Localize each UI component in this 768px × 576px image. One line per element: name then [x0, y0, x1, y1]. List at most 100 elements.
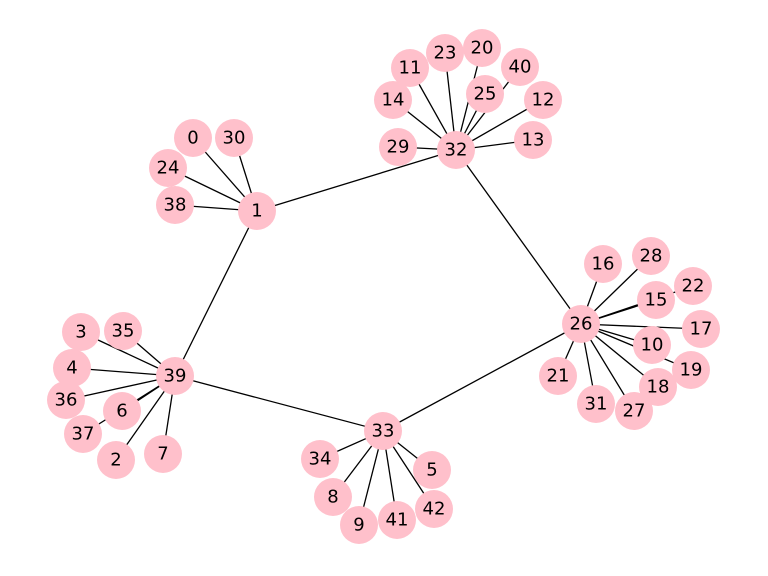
- node-34: 34: [301, 440, 339, 478]
- node-35: 35: [104, 312, 142, 350]
- node-circle: [615, 392, 653, 430]
- node-label: 29: [387, 137, 410, 158]
- node-circle: [174, 119, 212, 157]
- node-label: 1: [251, 201, 262, 222]
- node-25: 25: [466, 75, 504, 113]
- node-label: 13: [522, 130, 545, 151]
- node-13: 13: [514, 121, 552, 159]
- node-26: 26: [562, 305, 600, 343]
- node-24: 24: [149, 149, 187, 187]
- node-28: 28: [632, 237, 670, 275]
- node-circle: [47, 381, 85, 419]
- node-label: 3: [75, 322, 86, 343]
- node-circle: [97, 441, 135, 479]
- node-circle: [156, 186, 194, 224]
- node-15: 15: [637, 281, 675, 319]
- node-circle: [426, 34, 464, 72]
- node-circle: [539, 357, 577, 395]
- node-label: 23: [434, 43, 457, 64]
- node-39: 39: [156, 357, 194, 395]
- node-circle: [314, 478, 352, 516]
- node-42: 42: [415, 490, 453, 528]
- node-label: 34: [309, 449, 332, 470]
- node-31: 31: [577, 385, 615, 423]
- node-label: 25: [474, 84, 497, 105]
- node-circle: [391, 49, 429, 87]
- node-0: 0: [174, 119, 212, 157]
- node-label: 39: [164, 366, 187, 387]
- node-label: 38: [164, 195, 187, 216]
- edge-39-33: [174, 375, 384, 432]
- node-label: 41: [386, 510, 409, 531]
- node-circle: [379, 128, 417, 166]
- node-label: 2: [110, 450, 121, 471]
- node-label: 37: [72, 424, 95, 445]
- node-33: 33: [364, 412, 402, 450]
- node-circle: [53, 349, 91, 387]
- node-label: 35: [112, 321, 135, 342]
- node-circle: [340, 506, 378, 544]
- node-circle: [633, 326, 671, 364]
- node-37: 37: [64, 415, 102, 453]
- node-label: 17: [690, 319, 713, 340]
- node-circle: [584, 245, 622, 283]
- node-circle: [238, 192, 276, 230]
- node-label: 6: [116, 401, 127, 422]
- node-circle: [215, 119, 253, 157]
- node-18: 18: [639, 368, 677, 406]
- nodes-layer: 0123456789101112131415161718192021222324…: [47, 29, 720, 544]
- node-circle: [364, 412, 402, 450]
- node-21: 21: [539, 357, 577, 395]
- node-30: 30: [215, 119, 253, 157]
- node-label: 14: [382, 90, 405, 111]
- node-16: 16: [584, 245, 622, 283]
- node-label: 27: [623, 401, 646, 422]
- node-label: 32: [445, 140, 468, 161]
- node-label: 28: [640, 246, 663, 267]
- node-circle: [378, 501, 416, 539]
- node-label: 21: [547, 366, 570, 387]
- node-23: 23: [426, 34, 464, 72]
- node-label: 7: [157, 444, 168, 465]
- edge-26-17: [580, 323, 702, 330]
- edge-33-26: [382, 323, 582, 432]
- node-circle: [501, 48, 539, 86]
- node-label: 15: [645, 290, 668, 311]
- node-circle: [64, 415, 102, 453]
- node-circle: [374, 81, 412, 119]
- node-label: 8: [327, 487, 338, 508]
- node-20: 20: [463, 29, 501, 67]
- node-5: 5: [413, 451, 451, 489]
- node-22: 22: [674, 267, 712, 305]
- node-circle: [632, 237, 670, 275]
- node-38: 38: [156, 186, 194, 224]
- node-label: 40: [509, 57, 532, 78]
- node-circle: [104, 312, 142, 350]
- node-6: 6: [103, 392, 141, 430]
- node-label: 31: [585, 394, 608, 415]
- node-circle: [463, 29, 501, 67]
- node-label: 4: [66, 358, 77, 379]
- node-40: 40: [501, 48, 539, 86]
- node-11: 11: [391, 49, 429, 87]
- node-label: 19: [680, 360, 703, 381]
- node-label: 42: [423, 499, 446, 520]
- node-circle: [301, 440, 339, 478]
- node-label: 0: [187, 128, 198, 149]
- node-circle: [103, 392, 141, 430]
- node-label: 16: [592, 254, 615, 275]
- node-label: 26: [570, 314, 593, 335]
- node-label: 22: [682, 276, 705, 297]
- node-circle: [637, 281, 675, 319]
- node-label: 24: [157, 158, 180, 179]
- node-circle: [524, 81, 562, 119]
- node-label: 10: [641, 335, 664, 356]
- node-circle: [514, 121, 552, 159]
- node-32: 32: [437, 131, 475, 169]
- node-circle: [682, 310, 720, 348]
- node-3: 3: [62, 313, 100, 351]
- node-circle: [149, 149, 187, 187]
- node-circle: [577, 385, 615, 423]
- node-1: 1: [238, 192, 276, 230]
- node-circle: [562, 305, 600, 343]
